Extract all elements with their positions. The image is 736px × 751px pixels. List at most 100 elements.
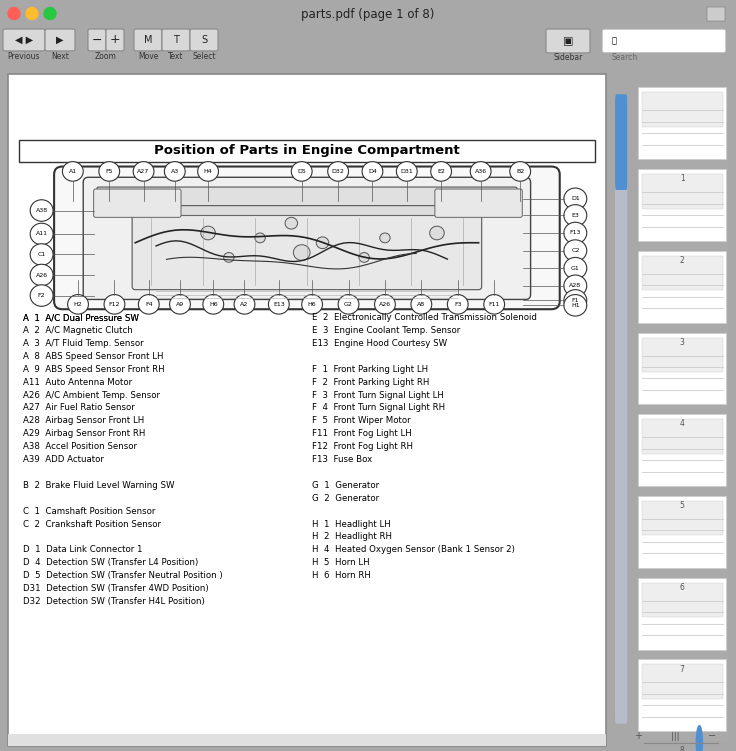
FancyBboxPatch shape [602,29,726,53]
Circle shape [30,200,53,222]
Text: G2: G2 [344,302,353,307]
Text: D32  Detection SW (Transfer H4L Position): D32 Detection SW (Transfer H4L Position) [23,597,205,606]
Text: H  1  Headlight LH: H 1 Headlight LH [312,520,391,529]
Text: F  1  Front Parking Light LH: F 1 Front Parking Light LH [312,365,428,374]
Text: Select: Select [192,53,216,62]
FancyBboxPatch shape [638,333,726,404]
Text: A26  A/C Ambient Temp. Sensor: A26 A/C Ambient Temp. Sensor [23,391,160,400]
Text: A3: A3 [171,169,179,174]
Text: A38  Accel Position Sensor: A38 Accel Position Sensor [23,442,137,451]
Text: B2: B2 [516,169,524,174]
Circle shape [224,252,234,262]
Text: H  2  Headlight RH: H 2 Headlight RH [312,532,392,541]
Circle shape [397,161,417,181]
Circle shape [234,294,255,314]
Text: −: − [92,34,102,47]
Text: Search: Search [612,53,638,62]
Circle shape [99,161,120,181]
Text: H6: H6 [308,302,316,307]
Text: F11: F11 [489,302,500,307]
Text: |||: ||| [670,731,679,740]
Circle shape [68,294,88,314]
Text: F  2  Front Parking Light RH: F 2 Front Parking Light RH [312,378,430,387]
Text: A28: A28 [569,283,581,288]
FancyBboxPatch shape [638,415,726,486]
FancyBboxPatch shape [640,424,728,496]
Text: +: + [110,34,120,47]
Text: G  1  Generator: G 1 Generator [312,481,379,490]
Circle shape [430,226,445,240]
Circle shape [30,285,53,306]
FancyBboxPatch shape [638,87,726,159]
Text: A  1  A/C Dual Pressure SW: A 1 A/C Dual Pressure SW [23,313,139,322]
Circle shape [359,252,369,262]
FancyBboxPatch shape [638,659,726,731]
FancyBboxPatch shape [642,92,723,127]
FancyBboxPatch shape [640,98,728,170]
Circle shape [198,161,219,181]
Text: A  2  A/C Magnetic Clutch: A 2 A/C Magnetic Clutch [23,326,132,335]
Circle shape [30,244,53,265]
Circle shape [164,161,185,181]
Text: E13  Engine Hood Courtesy SW: E13 Engine Hood Courtesy SW [312,339,447,348]
Circle shape [30,264,53,286]
Text: Sidebar: Sidebar [553,53,583,62]
FancyBboxPatch shape [54,167,559,309]
FancyBboxPatch shape [638,496,726,568]
Text: 1: 1 [680,174,684,183]
Text: A1: A1 [68,169,77,174]
Circle shape [291,161,312,181]
Text: −: − [707,731,715,740]
Text: E13: E13 [273,302,285,307]
FancyBboxPatch shape [8,74,606,746]
FancyBboxPatch shape [642,501,723,535]
Text: A11  Auto Antenna Motor: A11 Auto Antenna Motor [23,378,132,387]
Circle shape [302,294,322,314]
Circle shape [564,290,587,311]
FancyBboxPatch shape [3,29,45,51]
Circle shape [380,233,390,243]
Text: H  4  Heated Oxygen Sensor (Bank 1 Sensor 2): H 4 Heated Oxygen Sensor (Bank 1 Sensor … [312,545,515,554]
FancyBboxPatch shape [45,29,75,51]
Text: F  5  Front Wiper Motor: F 5 Front Wiper Motor [312,416,411,425]
Text: A8: A8 [417,302,425,307]
FancyBboxPatch shape [435,189,523,217]
Circle shape [255,233,265,243]
Text: A  3  A/T Fluid Temp. Sensor: A 3 A/T Fluid Temp. Sensor [23,339,144,348]
Text: A29  Airbag Sensor Front RH: A29 Airbag Sensor Front RH [23,430,145,439]
FancyBboxPatch shape [707,7,725,21]
FancyBboxPatch shape [162,29,190,51]
FancyBboxPatch shape [640,342,728,415]
Text: A39  ADD Actuator: A39 ADD Actuator [23,455,104,464]
Text: C1: C1 [38,252,46,257]
FancyBboxPatch shape [642,256,723,291]
Text: 7: 7 [680,665,684,674]
Circle shape [564,188,587,210]
Text: H  6  Horn RH: H 6 Horn RH [312,572,371,581]
Text: +: + [634,731,643,740]
FancyBboxPatch shape [8,734,606,746]
Text: D32: D32 [332,169,344,174]
FancyBboxPatch shape [88,29,106,51]
Circle shape [285,217,297,229]
Text: G  2  Generator: G 2 Generator [312,493,379,502]
Text: Previous: Previous [8,53,40,62]
FancyBboxPatch shape [18,140,595,161]
FancyBboxPatch shape [638,169,726,241]
FancyBboxPatch shape [134,29,162,51]
Text: ▶: ▶ [56,35,64,45]
Text: C  1  Camshaft Position Sensor: C 1 Camshaft Position Sensor [23,507,155,516]
Text: F5: F5 [105,169,113,174]
FancyBboxPatch shape [546,29,590,53]
Text: S: S [201,35,207,45]
Text: F12  Front Fog Light RH: F12 Front Fog Light RH [312,442,413,451]
FancyBboxPatch shape [642,174,723,209]
Circle shape [564,258,587,279]
Text: F13: F13 [570,231,581,236]
Text: A27  Air Fuel Ratio Sensor: A27 Air Fuel Ratio Sensor [23,403,135,412]
Circle shape [169,294,191,314]
FancyBboxPatch shape [640,179,728,251]
FancyBboxPatch shape [642,583,723,617]
Text: C  2  Crankshaft Position Sensor: C 2 Crankshaft Position Sensor [23,520,161,529]
Text: B  2  Brake Fluid Level Warning SW: B 2 Brake Fluid Level Warning SW [23,481,174,490]
